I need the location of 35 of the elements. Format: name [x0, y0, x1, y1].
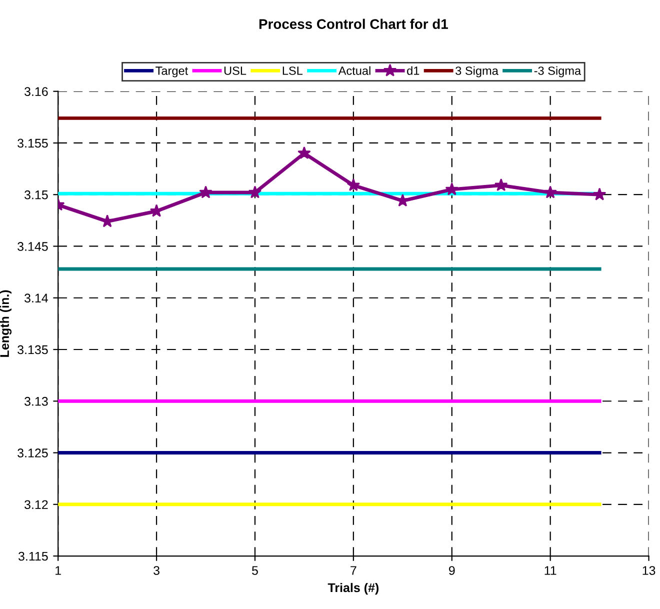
point	[248, 186, 262, 198]
x-tick-label: 5	[252, 566, 258, 575]
chart-title: Process Control Chart for d1	[259, 18, 448, 29]
y-tick-label: 3.145	[18, 242, 48, 251]
y-tick-label: 3.125	[18, 448, 48, 458]
point	[298, 146, 311, 160]
point	[445, 182, 459, 196]
x-tick-label: 11	[544, 566, 556, 575]
legend-label: 3 Sigma	[456, 66, 498, 78]
y-axis-title: Length (in.)	[0, 290, 12, 357]
y-tick-label: 3.13	[24, 396, 48, 406]
x-tick-label: 7	[350, 566, 356, 575]
x-tick-label: 3	[154, 566, 160, 575]
point	[592, 188, 606, 200]
y-tick-label: 3.135	[18, 345, 48, 354]
x-tick-label: 13	[642, 566, 656, 575]
y-tick-label: 3.15	[24, 190, 48, 200]
point	[494, 178, 508, 192]
y-tick-label: 3.155	[18, 138, 48, 148]
legend-label: LSL	[282, 66, 303, 75]
y-tick-label: 3.14	[24, 294, 48, 303]
x-axis-title: Trials (#)	[328, 582, 379, 595]
point	[199, 186, 212, 198]
legend-label: d1	[407, 66, 420, 75]
x-tick-label: 9	[448, 566, 455, 575]
y-tick-label: 3.115	[18, 552, 48, 561]
legend-label: -3 Sigma	[534, 66, 582, 78]
y-tick-label: 3.16	[24, 87, 48, 96]
legend-label: Actual	[338, 66, 370, 75]
legend-label: USL	[224, 66, 246, 75]
x-tick-label: 1	[56, 566, 61, 575]
legend-label: Target	[156, 66, 188, 78]
y-tick-label: 3.12	[24, 500, 48, 510]
point	[346, 178, 360, 192]
point	[544, 186, 557, 198]
